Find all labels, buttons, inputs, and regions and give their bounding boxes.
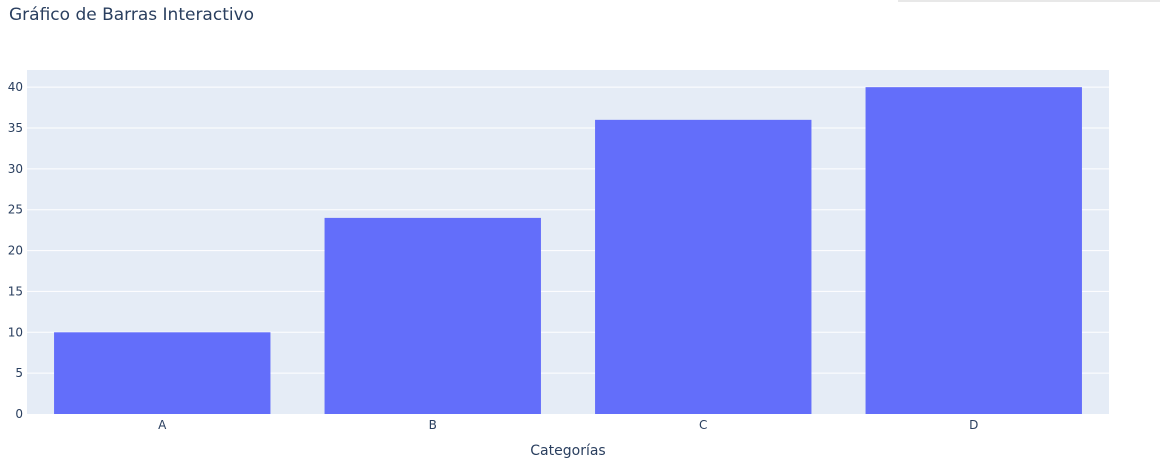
x-tick-label: A [158, 418, 167, 432]
y-tick-label: 25 [8, 203, 23, 217]
y-tick-label: 30 [8, 162, 23, 176]
modebar-edge [898, 0, 1160, 2]
bar-a[interactable] [54, 332, 271, 414]
y-tick-label: 15 [8, 284, 23, 298]
bar-c[interactable] [595, 119, 812, 414]
y-tick-label: 20 [8, 244, 23, 258]
x-tick-label: B [429, 418, 437, 432]
bar-b[interactable] [324, 217, 541, 414]
x-tick-label: C [699, 418, 707, 432]
bars [54, 87, 1082, 414]
x-axis-title: Categorías [530, 443, 605, 459]
y-tick-label: 10 [8, 325, 23, 339]
y-tick-label: 5 [15, 366, 23, 380]
bar-d[interactable] [865, 87, 1082, 414]
y-tick-label: 35 [8, 121, 23, 135]
y-axis-ticks: 0 5 10 15 20 25 30 35 40 [8, 80, 23, 421]
chart-title: Gráfico de Barras Interactivo [9, 5, 254, 25]
x-axis-ticks: A B C D [158, 418, 978, 432]
x-tick-label: D [969, 418, 978, 432]
y-tick-label: 40 [8, 80, 23, 94]
y-tick-label: 0 [15, 407, 23, 421]
